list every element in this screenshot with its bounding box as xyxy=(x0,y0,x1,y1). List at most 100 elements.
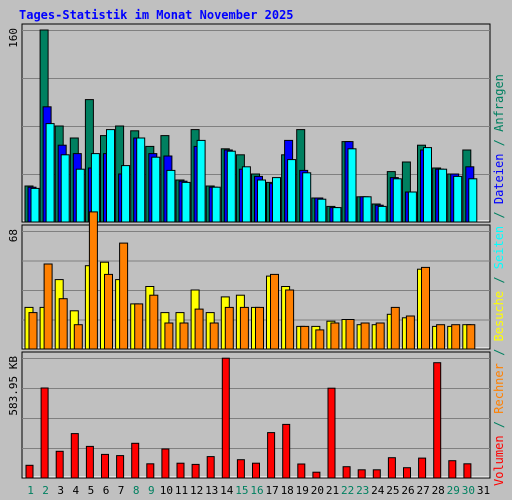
chart-title: Tages-Statistik im Monat November 2025 xyxy=(19,8,294,22)
bar-rechner-day-28: Rechner 28: 14 xyxy=(436,324,446,350)
x-tick-label-8: 8 xyxy=(133,484,140,497)
bar-volumen-day-27: Volumen 27: 97 xyxy=(418,457,427,479)
x-tick-label-10: 10 xyxy=(160,484,173,497)
bar-rechner-day-23: Rechner 23: 15 xyxy=(360,322,370,350)
x-tick-label-11: 11 xyxy=(175,484,188,497)
bar-rechner-day-24: Rechner 24: 15 xyxy=(375,322,385,350)
x-tick-label-2: 2 xyxy=(42,484,49,497)
bar-seiten-day-30: Seiten 30: 36 xyxy=(468,178,478,223)
bar-rechner-day-14: Rechner 14: 24 xyxy=(224,306,234,350)
bar-volumen-day-29: Volumen 29: 84 xyxy=(448,460,457,479)
bar-volumen-day-1: Volumen 1: 62 xyxy=(25,464,34,479)
bar-seiten-day-2: Seiten 2: 82 xyxy=(45,123,55,223)
x-tick-label-31: 31 xyxy=(477,484,490,497)
legend-item-rechner: Rechner xyxy=(492,363,506,414)
bar-rechner-day-5: Rechner 5: 79 xyxy=(88,211,98,350)
bar-seiten-day-6: Seiten 6: 77 xyxy=(106,129,115,223)
bar-seiten-day-26: Seiten 26: 25 xyxy=(407,191,417,223)
y-axis-max-label: 583.95 KB xyxy=(7,356,20,416)
bar-volumen-day-10: Volumen 10: 141 xyxy=(161,448,170,479)
bar-seiten-day-20: Seiten 20: 19 xyxy=(317,198,327,223)
legend-item-separator: / xyxy=(492,132,506,154)
legend-item-dateien: Dateien xyxy=(492,154,506,205)
legend-item-separator: / xyxy=(492,204,506,226)
bar-rechner-day-18: Rechner 18: 34 xyxy=(285,289,295,350)
bar-seiten-day-4: Seiten 4: 44 xyxy=(75,168,85,223)
legend-item-volumen: Volumen xyxy=(492,435,506,486)
bar-rechner-day-26: Rechner 26: 19 xyxy=(405,315,415,350)
legend-item-besuche: Besuche xyxy=(492,291,506,342)
x-tick-label-13: 13 xyxy=(205,484,218,497)
bar-seiten-day-10: Seiten 10: 43 xyxy=(166,169,176,223)
bar-rechner-day-13: Rechner 13: 15 xyxy=(209,322,219,350)
bar-seiten-day-13: Seiten 13: 29 xyxy=(211,186,221,223)
bar-rechner-day-30: Rechner 30: 14 xyxy=(466,324,476,350)
x-tick-label-7: 7 xyxy=(118,484,125,497)
bar-seiten-day-14: Seiten 14: 59 xyxy=(226,150,236,223)
bar-volumen-day-5: Volumen 5: 154 xyxy=(85,445,94,479)
x-tick-label-26: 26 xyxy=(401,484,414,497)
legend-item-separator: / xyxy=(492,341,506,363)
bar-rechner-day-15: Rechner 15: 24 xyxy=(239,306,249,350)
bar-rechner-day-6: Rechner 6: 43 xyxy=(104,273,113,350)
bar-seiten-day-12: Seiten 12: 68 xyxy=(196,139,206,223)
bar-volumen-day-25: Volumen 25: 99 xyxy=(387,457,396,479)
bar-rechner-day-16: Rechner 16: 24 xyxy=(255,306,264,350)
legend-item-anfragen: Anfragen xyxy=(492,74,506,132)
bar-volumen-day-28: Volumen 28: 561 xyxy=(433,362,442,479)
x-tick-label-19: 19 xyxy=(296,484,309,497)
x-tick-label-14: 14 xyxy=(220,484,234,497)
bar-seiten-day-25: Seiten 25: 36 xyxy=(392,178,402,223)
bar-seiten-day-19: Seiten 19: 41 xyxy=(302,172,312,223)
x-tick-label-29: 29 xyxy=(447,484,460,497)
bar-volumen-day-11: Volumen 11: 72 xyxy=(176,462,185,479)
bar-volumen-day-17: Volumen 17: 221 xyxy=(267,432,276,479)
bar-volumen-day-6: Volumen 6: 115 xyxy=(101,453,109,479)
bar-seiten-day-23: Seiten 23: 21 xyxy=(362,196,372,223)
series-legend: Volumen / Rechner / Besuche / Seiten / D… xyxy=(492,74,506,486)
bar-seiten-day-22: Seiten 22: 61 xyxy=(347,148,357,223)
bar-seiten-day-11: Seiten 11: 33 xyxy=(181,181,191,223)
bar-seiten-day-18: Seiten 18: 52 xyxy=(287,159,297,223)
bar-seiten-day-29: Seiten 29: 38 xyxy=(453,175,463,223)
bar-volumen-day-7: Volumen 7: 109 xyxy=(116,455,125,479)
x-tick-label-4: 4 xyxy=(72,484,79,497)
bar-seiten-day-9: Seiten 9: 54 xyxy=(151,156,161,223)
x-tick-label-27: 27 xyxy=(416,484,429,497)
bar-rechner-day-27: Rechner 27: 47 xyxy=(421,266,430,350)
bar-seiten-day-24: Seiten 24: 13 xyxy=(377,205,387,223)
bar-seiten-day-15: Seiten 15: 46 xyxy=(241,166,251,223)
bar-rechner-day-9: Rechner 9: 31 xyxy=(149,294,159,350)
bar-rechner-day-3: Rechner 3: 29 xyxy=(58,298,68,350)
bar-seiten-day-16: Seiten 16: 35 xyxy=(257,179,266,223)
bar-rechner-day-25: Rechner 25: 24 xyxy=(390,306,400,350)
x-tick-label-17: 17 xyxy=(265,484,278,497)
x-tick-label-9: 9 xyxy=(148,484,155,497)
bar-rechner-day-11: Rechner 11: 15 xyxy=(179,322,189,350)
bar-volumen-day-24: Volumen 24: 40 xyxy=(372,469,381,479)
x-tick-label-3: 3 xyxy=(57,484,64,497)
x-tick-label-20: 20 xyxy=(311,484,324,497)
y-axis-max-label: 68 xyxy=(7,229,20,242)
bar-volumen-day-3: Volumen 3: 130 xyxy=(55,450,64,479)
bar-rechner-day-29: Rechner 29: 14 xyxy=(451,324,461,350)
bar-seiten-day-27: Seiten 27: 62 xyxy=(423,147,432,223)
bar-rechner-day-19: Rechner 19: 13 xyxy=(300,325,310,350)
chart-panels: 160Anfragen 1: 30Dateien 1: 29Seiten 1: … xyxy=(7,23,491,479)
bar-seiten-day-28: Seiten 28: 44 xyxy=(438,168,448,223)
bar-volumen-day-2: Volumen 2: 438 xyxy=(40,387,49,479)
x-tick-label-30: 30 xyxy=(462,484,475,497)
x-tick-label-15: 15 xyxy=(235,484,248,497)
bar-volumen-day-14: Volumen 14: 583 xyxy=(221,357,230,479)
bar-rechner-day-7: Rechner 7: 61 xyxy=(119,242,129,350)
panel-top: 160Anfragen 1: 30Dateien 1: 29Seiten 1: … xyxy=(7,23,491,223)
panel-bottom: 583.95 KB Volumen 1: 62 Volumen 2: 438 Volu… xyxy=(7,351,491,479)
x-tick-label-21: 21 xyxy=(326,484,339,497)
bar-volumen-day-22: Volumen 22: 55 xyxy=(342,466,351,479)
bar-volumen-day-13: Volumen 13: 104 xyxy=(206,456,215,479)
bar-volumen-day-12: Volumen 12: 66 xyxy=(191,463,200,479)
bar-seiten-day-7: Seiten 7: 47 xyxy=(121,165,131,223)
bar-rechner-day-4: Rechner 4: 14 xyxy=(73,324,83,350)
x-tick-label-22: 22 xyxy=(341,484,354,497)
